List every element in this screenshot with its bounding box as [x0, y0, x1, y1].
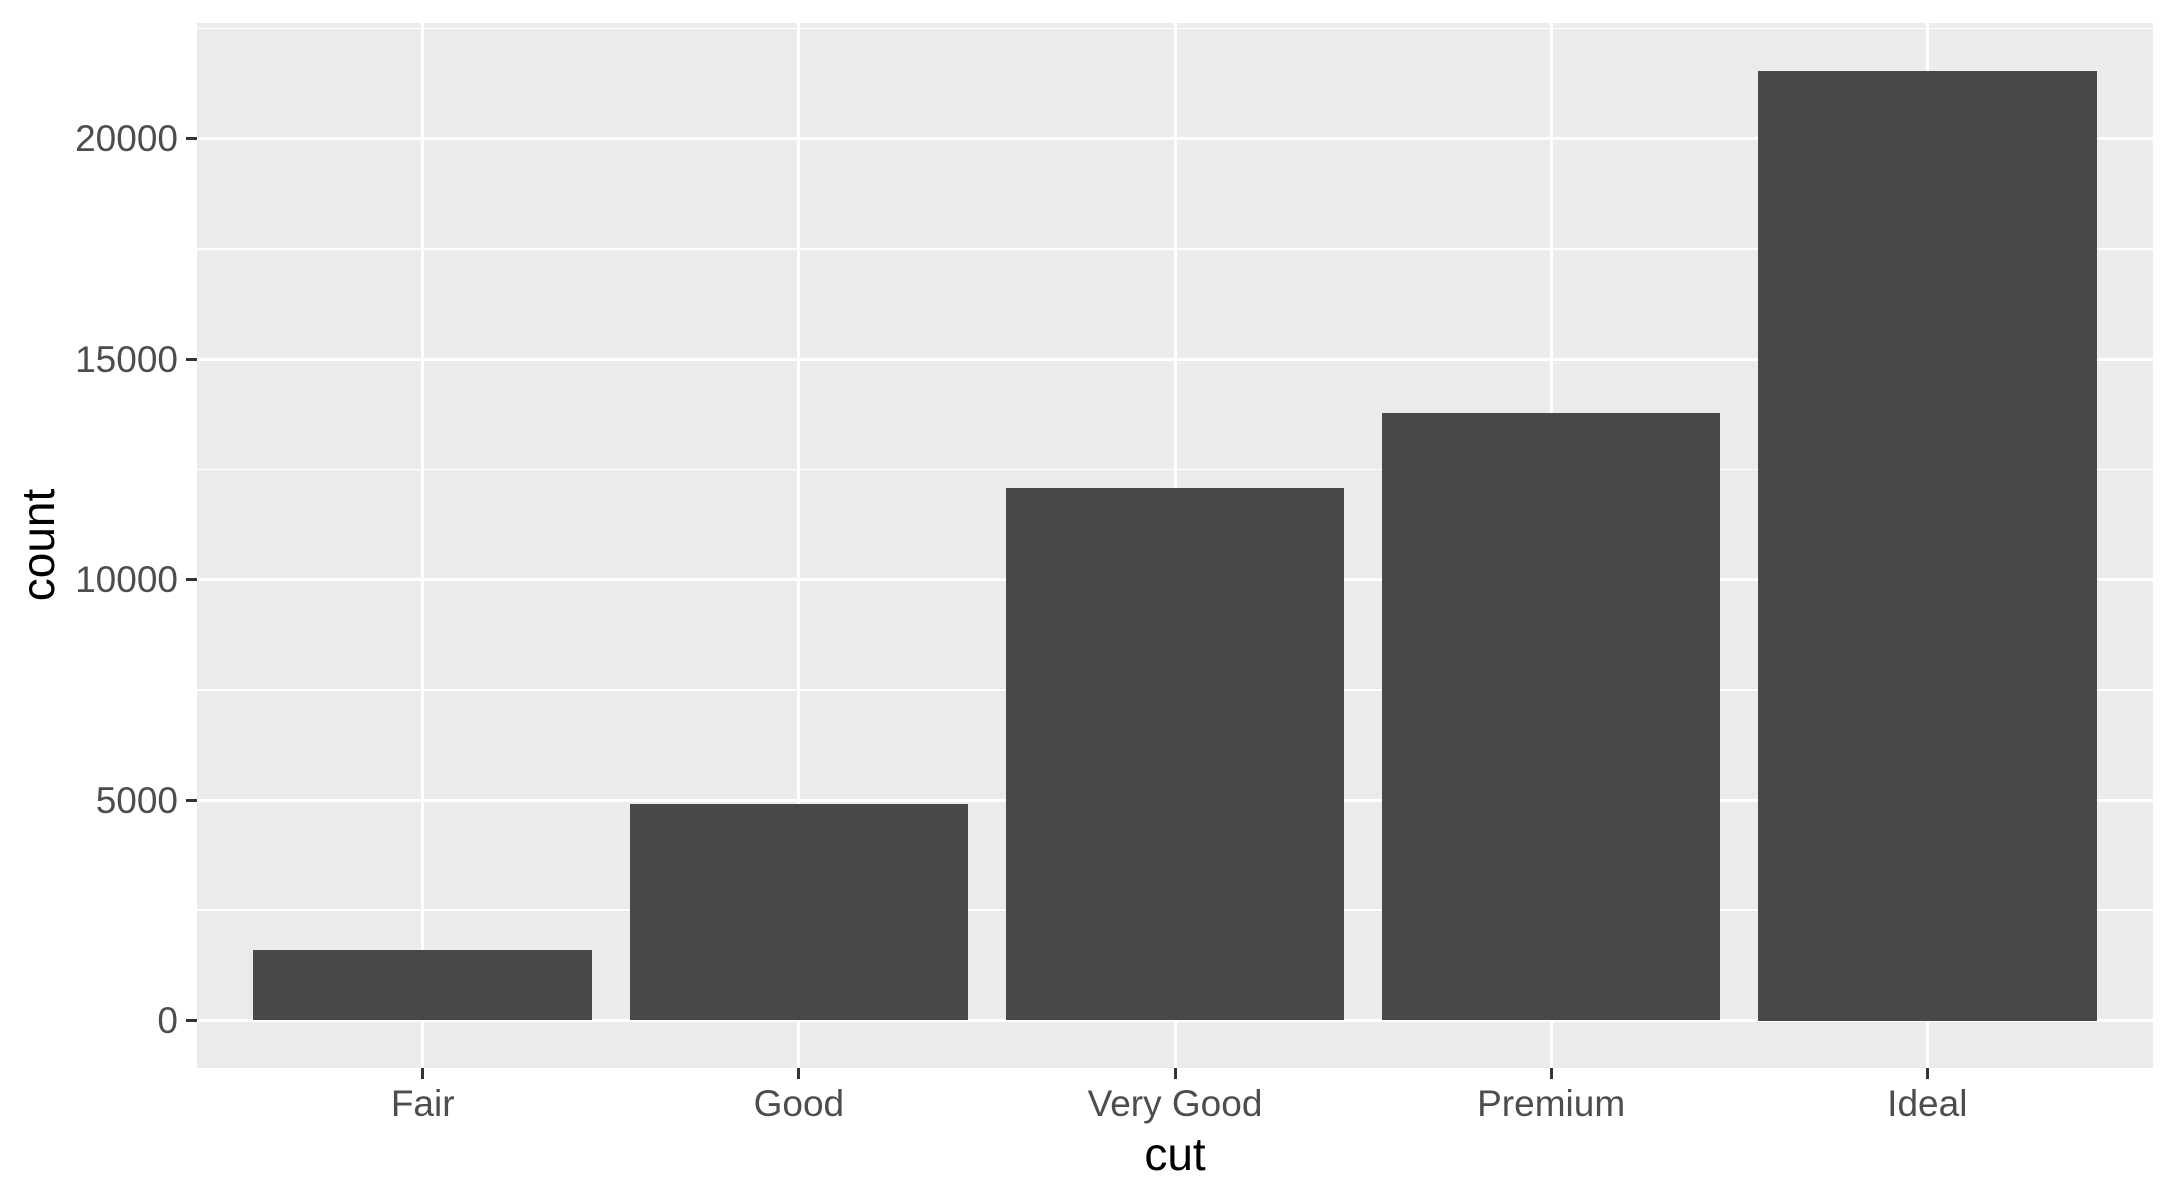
y-tick-label: 20000: [75, 118, 178, 160]
x-tick-mark: [797, 1068, 801, 1079]
bar-premium: [1381, 412, 1721, 1021]
major-gridline-vertical: [797, 23, 801, 1068]
y-tick-label: 0: [157, 1000, 178, 1041]
x-tick-label: Good: [753, 1083, 845, 1124]
bar-very-good: [1005, 487, 1345, 1021]
y-tick-mark: [186, 1019, 197, 1022]
y-tick-label: 15000: [75, 338, 178, 380]
x-tick-label: Very Good: [1087, 1083, 1263, 1124]
y-tick-label: 5000: [95, 779, 178, 821]
plot-panel: [197, 23, 2153, 1068]
y-tick-mark: [186, 357, 197, 361]
y-tick-mark: [186, 137, 197, 141]
x-tick-mark: [1925, 1068, 1929, 1079]
x-axis-title: cut: [1144, 1128, 1206, 1180]
bar-fair: [253, 949, 592, 1021]
x-tick-mark: [421, 1068, 425, 1079]
x-tick-mark: [1173, 1068, 1177, 1079]
y-tick-mark: [186, 578, 197, 582]
bar-ideal: [1758, 70, 2097, 1021]
x-tick-mark: [1549, 1068, 1553, 1079]
bar-good: [629, 804, 969, 1021]
y-tick-mark: [186, 798, 197, 802]
y-tick-label: 10000: [75, 559, 178, 601]
x-tick-label: Ideal: [1887, 1083, 1968, 1124]
x-tick-label: Fair: [390, 1083, 455, 1124]
x-tick-label: Premium: [1477, 1083, 1626, 1124]
major-gridline-vertical: [421, 23, 425, 1068]
